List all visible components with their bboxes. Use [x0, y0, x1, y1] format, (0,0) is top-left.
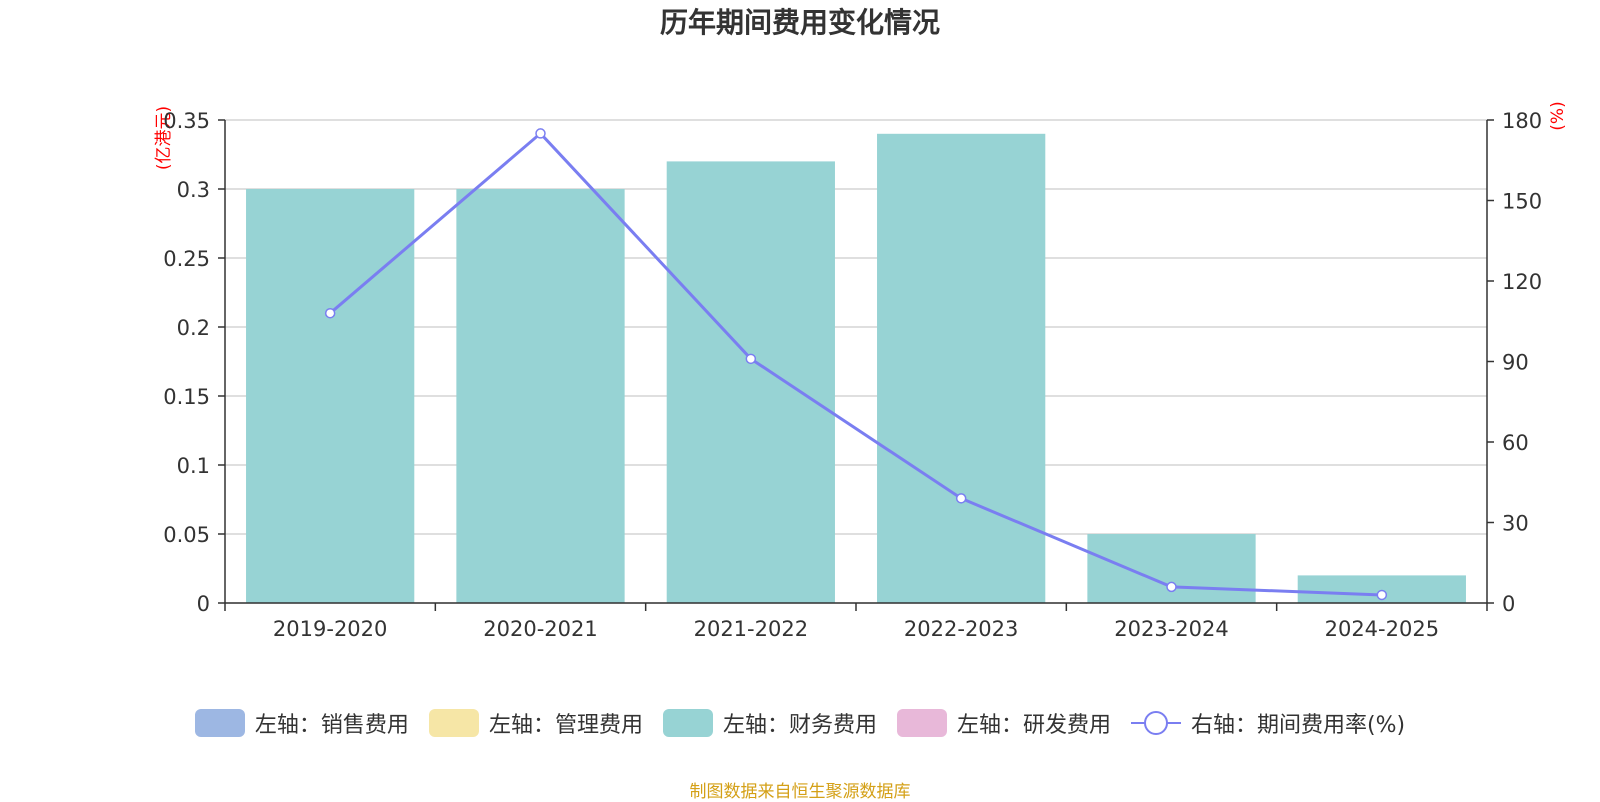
left-axis-tick-label: 0.05: [163, 523, 210, 547]
right-axis-tick-label: 120: [1502, 270, 1542, 294]
bar[interactable]: [1087, 534, 1256, 603]
legend-label: 左轴：财务费用: [722, 713, 877, 738]
legend-label: 右轴：期间费用率(%): [1190, 713, 1406, 738]
right-axis-tick-label: 30: [1502, 512, 1529, 536]
data-source-note: 制图数据来自恒生聚源数据库: [689, 782, 911, 802]
x-axis-tick-label: 2023-2024: [1114, 617, 1228, 641]
left-axis-tick-label: 0.2: [177, 316, 210, 340]
legend-swatch: [662, 709, 713, 737]
legend-item[interactable]: 左轴：管理费用: [428, 707, 643, 739]
line-series-path: [329, 131, 1382, 597]
line-point[interactable]: [955, 493, 967, 504]
left-axis-tick-label: 0.35: [163, 109, 210, 133]
right-axis-tick-label: 0: [1502, 592, 1515, 616]
line-point[interactable]: [535, 128, 546, 139]
legend-swatch: [194, 709, 245, 737]
legend-label: 左轴：销售费用: [254, 713, 409, 738]
left-axis-label: (亿港元): [154, 106, 174, 170]
right-axis-tick-label: 60: [1502, 431, 1529, 455]
axes: 0 0.05 0.1 0.15 0.2 0.25 0.3 0.35 0 30 60 90 120 150 1…: [163, 109, 1542, 641]
line-point[interactable]: [1166, 581, 1177, 593]
right-axis-tick-label: 90: [1502, 351, 1529, 375]
bar-series: [246, 133, 1466, 604]
line-series: [324, 128, 1388, 601]
legend-swatch: [896, 709, 947, 737]
x-axis-tick-label: 2024-2025: [1325, 617, 1439, 641]
left-axis-tick-label: 0.1: [177, 454, 210, 478]
legend-item[interactable]: 右轴：期间费用率(%): [1130, 707, 1406, 739]
x-axis-tick-label: 2022-2023: [904, 617, 1018, 641]
legend-item[interactable]: 左轴：财务费用: [662, 707, 877, 739]
left-axis-tick-label: 0.25: [163, 247, 210, 271]
left-axis-tick-label: 0.15: [163, 385, 210, 409]
x-axis-tick-label: 2019-2020: [273, 617, 387, 641]
right-axis-tick-label: 150: [1502, 190, 1542, 214]
left-axis-tick-label: 0: [197, 592, 210, 616]
legend: 左轴：销售费用 左轴：管理费用 左轴：财务费用 左轴：研发费用 右轴：期间费用率(%): [0, 706, 1600, 740]
x-axis-tick-label: 2020-2021: [483, 617, 597, 641]
bar[interactable]: [246, 189, 415, 603]
bar[interactable]: [666, 161, 835, 603]
legend-swatch: [428, 709, 479, 737]
bar[interactable]: [877, 133, 1046, 604]
legend-label: 左轴：研发费用: [956, 713, 1111, 738]
line-point[interactable]: [745, 353, 757, 365]
bar[interactable]: [456, 189, 625, 603]
legend-item[interactable]: 左轴：研发费用: [896, 707, 1111, 739]
chart-title: 历年期间费用变化情况: [660, 6, 940, 39]
left-axis-tick-label: 0.3: [177, 178, 210, 202]
legend-item[interactable]: 左轴：销售费用: [194, 707, 409, 739]
legend-line-swatch: [1130, 709, 1181, 737]
line-point[interactable]: [324, 307, 336, 319]
x-axis-tick-label: 2021-2022: [694, 617, 808, 641]
line-point[interactable]: [1376, 589, 1388, 601]
right-axis-label: (%): [1548, 101, 1568, 130]
right-axis-tick-label: 180: [1502, 109, 1542, 133]
legend-label: 左轴：管理费用: [488, 713, 643, 738]
